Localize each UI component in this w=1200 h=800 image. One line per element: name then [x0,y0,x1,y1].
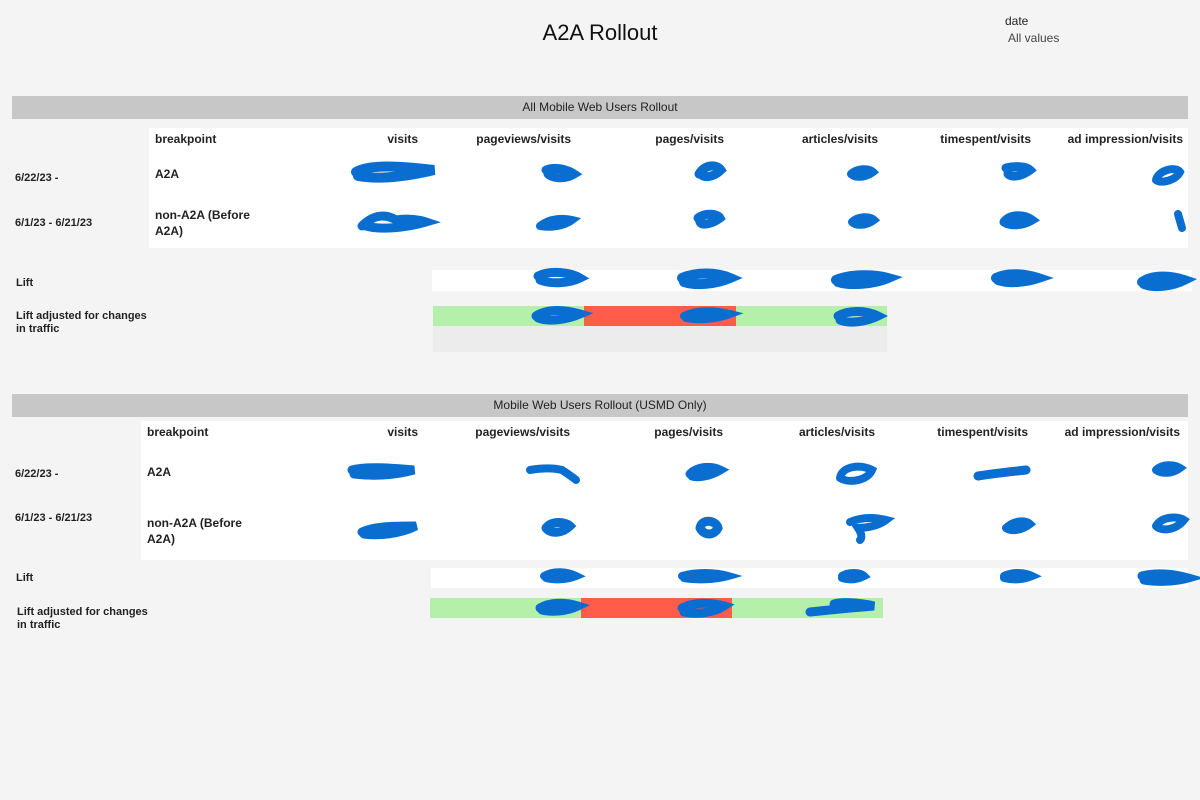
redaction-mark [533,267,590,288]
column-header-timespent: timespent/visits [940,132,1031,146]
date-filter-label: date [1005,14,1029,28]
redaction-mark [695,516,723,539]
redaction-mark [1152,461,1187,477]
redaction-mark [1002,517,1037,535]
column-header-pageviews: pageviews/visits [476,132,571,146]
row-date-non-a2a: 6/1/23 - 6/21/23 [15,512,93,524]
redaction-mark [1137,569,1200,586]
row-breakpoint-a2a: A2A [155,167,180,181]
redaction-mark [693,209,726,229]
column-header-pages: pages/visits [655,132,724,146]
redaction-mark [535,598,590,616]
column-header-breakpoint: breakpoint [147,425,209,439]
redaction-mark [541,518,577,537]
column-header-ad-impression: ad impression/visits [1067,132,1183,146]
lift-label: Lift [16,572,34,584]
redaction-mark [541,163,583,183]
redaction-mark [680,307,744,324]
redaction-mark [831,270,903,290]
column-header-visits: visits [387,132,418,146]
redaction-mark [540,568,586,584]
redaction-mark [848,213,881,229]
redaction-mark [999,211,1041,230]
lift-adjusted-label: Lift adjusted for changes in traffic [16,310,147,335]
redaction-mark [1137,271,1198,292]
redaction-mark [805,598,876,617]
section-2-title: Mobile Web Users Rollout (USMD Only) [12,394,1188,417]
redaction-mark [357,211,441,233]
redaction-mark [847,165,880,181]
redaction-mark [833,307,889,327]
row-date-a2a: 6/22/23 - [15,468,59,480]
date-filter-value[interactable]: All values [1008,31,1060,45]
column-header-pageviews: pageviews/visits [475,425,570,439]
lift-adjusted-label: Lift adjusted for changes in traffic [17,606,148,631]
redaction-mark [678,569,743,584]
row-breakpoint-non-a2a: non-A2A (Before A2A) [147,516,242,546]
row-breakpoint-non-a2a: non-A2A (Before A2A) [155,208,250,238]
redaction-mark [1000,569,1042,584]
lift-label: Lift [16,277,34,289]
redaction-mark [347,463,416,480]
redaction-mark [677,268,743,290]
redaction-mark [1174,210,1186,232]
redaction-mark [685,462,730,482]
redaction-mark [357,521,419,540]
redaction-mark [991,269,1054,288]
section-1-title: All Mobile Web Users Rollout [12,96,1188,119]
redaction-mark [973,465,1031,481]
redaction-mark [531,306,594,325]
column-header-breakpoint: breakpoint [155,132,217,146]
column-header-ad-impression: ad impression/visits [1064,425,1180,439]
redaction-mark [838,569,871,584]
redaction-mark [526,464,580,484]
column-header-visits: visits [387,425,418,439]
row-breakpoint-a2a: A2A [147,465,172,479]
column-header-articles: articles/visits [801,132,878,146]
column-header-pages: pages/visits [654,425,723,439]
row-date-non-a2a: 6/1/23 - 6/21/23 [15,217,93,229]
redaction-mark [1152,513,1190,534]
redaction-mark [1001,162,1037,181]
redaction-mark [351,161,436,183]
lift-row-bg [431,568,1188,588]
redaction-mark [694,161,727,182]
section-2-table [141,421,1188,560]
dashboard-title: A2A Rollout [542,20,658,45]
redaction-mark [536,214,582,231]
redaction-mark [846,514,896,544]
lift-adjusted-spacer [433,326,887,352]
column-header-timespent: timespent/visits [937,425,1028,439]
redaction-mark [1152,165,1185,186]
column-header-articles: articles/visits [798,425,875,439]
row-date-a2a: 6/22/23 - [15,172,59,184]
redaction-mark [836,462,878,485]
redaction-mark [677,598,735,618]
